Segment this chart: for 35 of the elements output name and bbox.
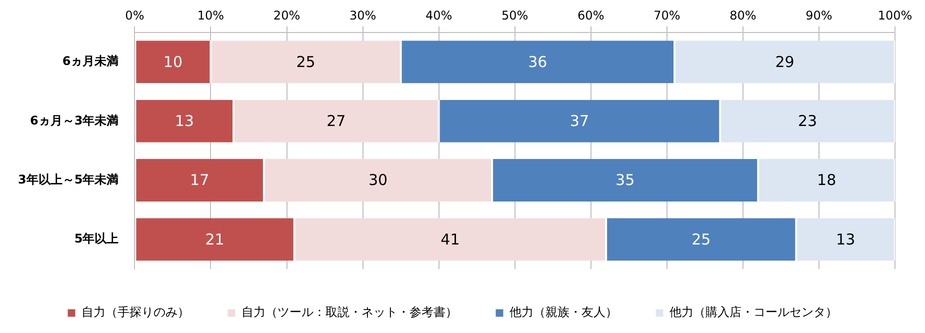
legend-label: 自力（ツール：取説・ネット・参考書） xyxy=(242,305,458,320)
data-label: 37 xyxy=(570,112,590,130)
y-tick-label: 5年以上 xyxy=(74,232,119,246)
x-tick-label: 30% xyxy=(349,8,376,22)
legend-label: 自力（手探りのみ） xyxy=(82,305,190,320)
data-label: 13 xyxy=(836,230,856,248)
data-label: 30 xyxy=(368,171,388,190)
data-label: 18 xyxy=(817,171,836,190)
data-label: 27 xyxy=(326,112,346,130)
legend-label: 他力（親族・友人） xyxy=(510,305,618,320)
data-label: 25 xyxy=(296,52,316,71)
y-tick-label: 3年以上～5年未満 xyxy=(18,172,119,186)
x-tick-label: 0% xyxy=(125,8,144,22)
data-label: 17 xyxy=(190,171,210,190)
y-tick-label: 6ヵ月未満 xyxy=(62,54,119,68)
data-label: 21 xyxy=(205,230,224,248)
data-label: 10 xyxy=(163,52,183,71)
data-label: 35 xyxy=(616,171,635,190)
x-tick-label: 20% xyxy=(273,8,300,22)
x-tick-label: 90% xyxy=(806,8,832,22)
legend-label: 他力（購入店・コールセンタ） xyxy=(670,305,838,320)
data-label: 13 xyxy=(174,112,194,130)
data-label: 29 xyxy=(775,52,794,71)
data-label: 36 xyxy=(528,52,548,71)
data-label: 25 xyxy=(692,230,711,248)
x-tick-label: 60% xyxy=(578,8,604,22)
x-tick-label: 10% xyxy=(197,8,224,22)
x-tick-label: 40% xyxy=(425,8,452,22)
x-tick-label: 50% xyxy=(502,8,528,22)
x-tick-label: 70% xyxy=(654,8,680,22)
data-label: 23 xyxy=(798,112,818,130)
y-tick-label: 6ヵ月～3年未満 xyxy=(30,113,119,128)
x-tick-label: 100% xyxy=(878,8,912,22)
x-tick-label: 80% xyxy=(730,8,756,22)
data-label: 41 xyxy=(440,230,460,248)
